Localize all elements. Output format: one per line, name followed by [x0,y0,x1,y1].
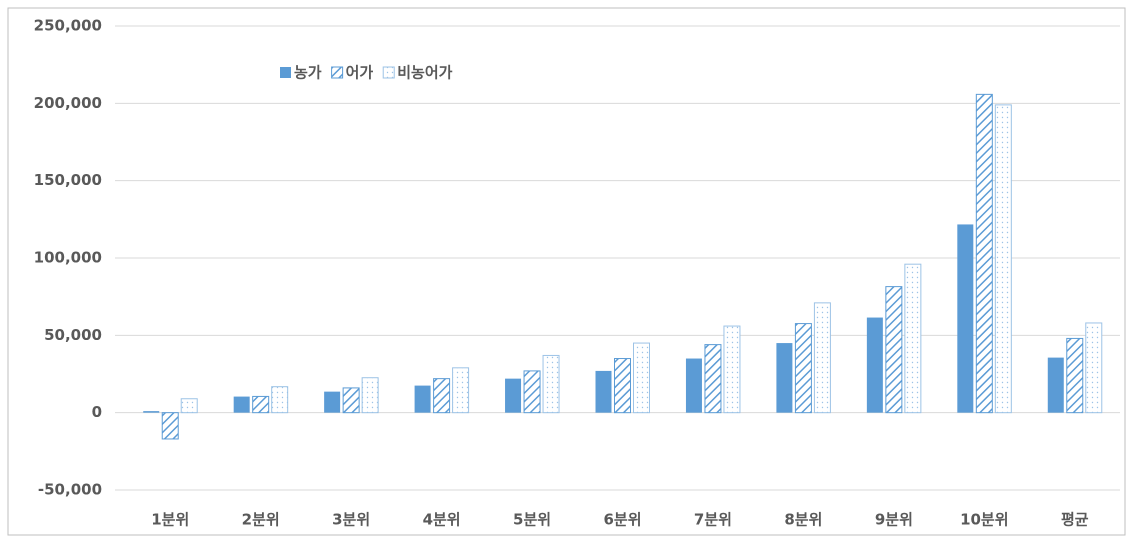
x-tick-label: 10분위 [960,511,1008,529]
bar [252,395,270,414]
x-tick-label: 평균 [1061,511,1089,529]
bar [505,378,522,413]
bar [957,224,974,413]
bar [1047,357,1064,413]
bar [452,367,470,414]
bar [685,358,702,413]
bar [885,286,903,414]
bar [975,93,993,414]
bar [143,411,160,413]
bar [994,104,1012,414]
y-tick-label: 50,000 [44,326,102,344]
chart-frame [7,7,1126,536]
bar [342,387,360,414]
x-tick-label: 2분위 [242,511,280,529]
y-tick-label: 200,000 [34,94,102,112]
bar [633,342,650,414]
bar [233,396,250,413]
y-tick-label: 150,000 [34,171,102,189]
bar [271,386,289,414]
bar [614,358,631,414]
x-tick-label: 7분위 [694,511,732,529]
bar [542,354,560,414]
legend-label: 비농어가 [397,64,452,82]
bar [704,344,722,414]
x-tick-label: 9분위 [875,511,913,529]
legend-label: 농가 [294,64,322,82]
bar [180,398,198,414]
legend-label: 어가 [346,64,374,82]
bar [161,412,179,440]
bar [904,263,922,414]
bar [523,370,541,414]
bar [433,378,451,414]
bar [776,343,793,413]
y-tick-label: -50,000 [38,481,102,499]
x-tick-label: 8분위 [784,511,822,529]
bar [866,317,883,413]
y-tick-label: 100,000 [34,249,102,267]
legend-swatch [382,66,395,79]
bar [794,323,812,414]
x-tick-label: 1분위 [151,511,189,529]
bar [324,391,341,413]
x-tick-label: 3분위 [332,511,370,529]
legend-swatch [331,66,344,79]
y-tick-label: 0 [92,403,102,421]
legend-swatch [280,67,291,78]
bar [723,325,741,414]
bar [414,385,431,413]
bar [813,302,831,414]
bar [1066,337,1084,414]
bar [361,377,379,414]
x-tick-label: 6분위 [603,511,641,529]
y-tick-label: 250,000 [34,17,102,35]
x-tick-label: 4분위 [423,511,461,529]
x-tick-label: 5분위 [513,511,551,529]
bar [595,370,612,413]
bar [1085,322,1103,414]
